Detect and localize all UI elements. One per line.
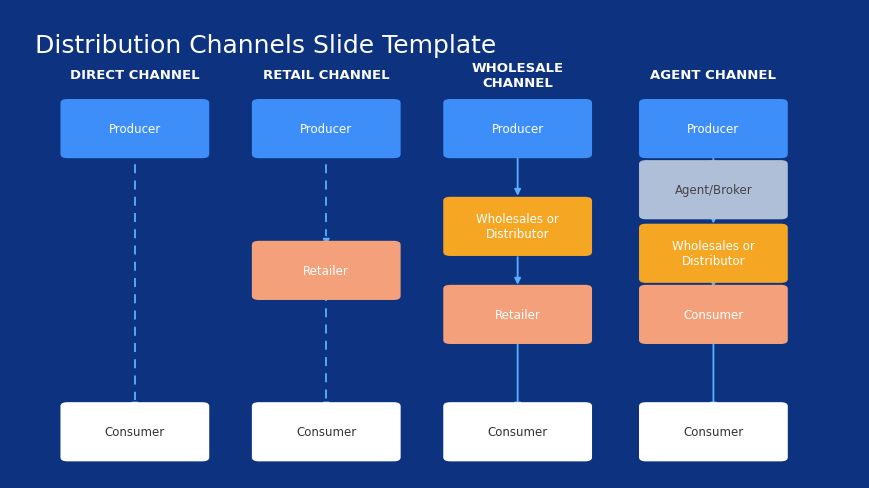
- Text: Producer: Producer: [687, 123, 739, 136]
- Text: Consumer: Consumer: [682, 308, 743, 321]
- Text: RETAIL CHANNEL: RETAIL CHANNEL: [262, 69, 389, 82]
- FancyBboxPatch shape: [442, 197, 591, 257]
- Text: Agent/Broker: Agent/Broker: [673, 184, 752, 197]
- Text: Consumer: Consumer: [682, 426, 743, 438]
- FancyBboxPatch shape: [61, 402, 209, 462]
- Text: Producer: Producer: [491, 123, 543, 136]
- FancyBboxPatch shape: [442, 285, 591, 345]
- Text: DIRECT CHANNEL: DIRECT CHANNEL: [70, 69, 199, 82]
- FancyBboxPatch shape: [638, 161, 787, 220]
- Text: Retailer: Retailer: [303, 264, 348, 277]
- FancyBboxPatch shape: [442, 100, 591, 159]
- Text: Producer: Producer: [300, 123, 352, 136]
- Text: Consumer: Consumer: [487, 426, 547, 438]
- Text: Consumer: Consumer: [295, 426, 356, 438]
- Text: Distribution Channels Slide Template: Distribution Channels Slide Template: [35, 34, 495, 58]
- Text: Producer: Producer: [109, 123, 161, 136]
- Text: WHOLESALE
CHANNEL: WHOLESALE CHANNEL: [471, 61, 563, 90]
- FancyBboxPatch shape: [442, 402, 591, 462]
- FancyBboxPatch shape: [61, 100, 209, 159]
- FancyBboxPatch shape: [638, 402, 787, 462]
- Text: Retailer: Retailer: [494, 308, 540, 321]
- Text: AGENT CHANNEL: AGENT CHANNEL: [650, 69, 775, 82]
- FancyBboxPatch shape: [638, 285, 787, 345]
- FancyBboxPatch shape: [638, 100, 787, 159]
- FancyBboxPatch shape: [252, 402, 400, 462]
- Text: Wholesales or
Distributor: Wholesales or Distributor: [671, 240, 754, 268]
- Text: Wholesales or
Distributor: Wholesales or Distributor: [475, 213, 559, 241]
- Text: Consumer: Consumer: [104, 426, 165, 438]
- FancyBboxPatch shape: [252, 241, 400, 301]
- FancyBboxPatch shape: [252, 100, 400, 159]
- FancyBboxPatch shape: [638, 224, 787, 283]
